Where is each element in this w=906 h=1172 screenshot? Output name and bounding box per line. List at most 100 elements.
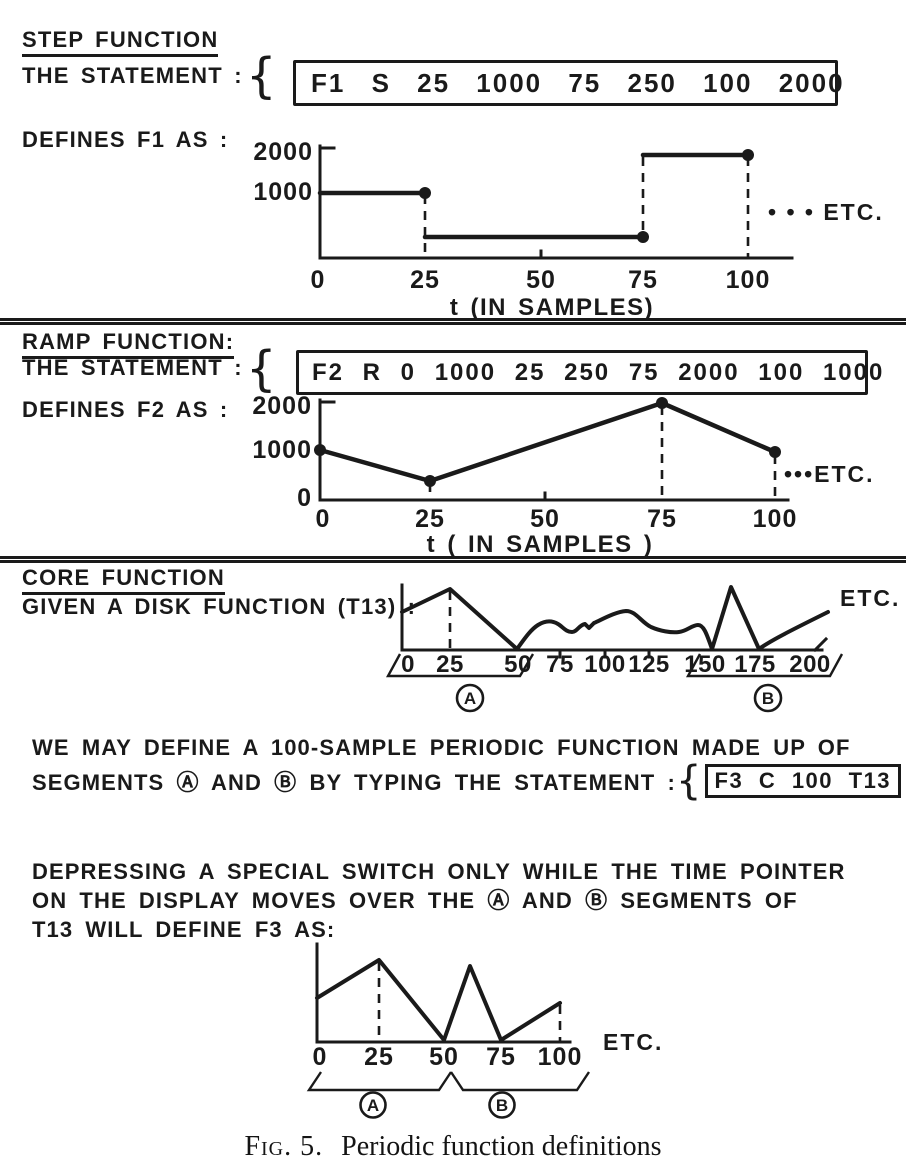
f2-dot-25 <box>424 475 436 487</box>
ramp-statement-text: F2 R 0 1000 25 250 75 2000 100 1000 <box>312 358 885 386</box>
f3-xy-axis <box>315 942 572 1044</box>
f3-xtick-0: 0 <box>313 1043 328 1071</box>
f1-xtick-75: 75 <box>628 266 658 294</box>
f1-axes <box>318 144 794 260</box>
f1-dot-75 <box>637 231 649 243</box>
step-statement-brace: { <box>246 48 277 104</box>
t13-xtick-150: 150 <box>684 651 726 678</box>
f3-bracket-b <box>450 1071 590 1092</box>
t13-etc-label: ETC. <box>840 585 900 611</box>
define-paragraph-line-2-text: SEGMENTS Ⓐ AND Ⓑ BY TYPING THE STATEMENT… <box>32 770 676 795</box>
f3-xtick-75: 75 <box>486 1043 516 1071</box>
f3-xtick-100: 100 <box>538 1043 583 1071</box>
f3-segment-brackets: A B <box>306 1071 590 1119</box>
f1-xtick-50: 50 <box>526 266 556 294</box>
core-section-title: CORE FUNCTION <box>22 565 225 595</box>
f2-xtick-100: 100 <box>753 505 798 533</box>
switch-paragraph-line-2: ON THE DISPLAY MOVES OVER THE Ⓐ AND Ⓑ SE… <box>32 888 798 913</box>
f3-bracket-a <box>306 1071 452 1092</box>
f1-xtick-25: 25 <box>410 266 440 294</box>
switch-paragraph-line-3: T13 WILL DEFINE F3 AS: <box>32 917 336 942</box>
t13-xtick-25: 25 <box>436 651 464 678</box>
f2-line <box>317 400 778 484</box>
step-section-title: STEP FUNCTION <box>22 27 219 57</box>
section-divider-2 <box>0 556 906 563</box>
t13-bracket-b <box>685 653 844 678</box>
f1-dashed-guides <box>423 157 750 258</box>
t13-segment-b-letter: B <box>762 689 774 708</box>
section-divider-1 <box>0 318 906 325</box>
define-paragraph: WE MAY DEFINE A 100-SAMPLE PERIODIC FUNC… <box>32 733 902 804</box>
step-statement-label: THE STATEMENT : <box>22 63 243 88</box>
f3-segment-a-letter: A <box>367 1096 379 1115</box>
t13-xtick-175: 175 <box>734 651 776 678</box>
t13-segment-brackets: A B <box>385 653 844 713</box>
f2-xy-axis <box>318 398 790 502</box>
f2-ramp-curve <box>314 397 781 487</box>
define-paragraph-line-2: SEGMENTS Ⓐ AND Ⓑ BY TYPING THE STATEMENT… <box>32 758 902 804</box>
core-section-title-text: CORE FUNCTION <box>22 565 225 595</box>
f2-xtick-50: 50 <box>530 505 560 533</box>
t13-bracket-a <box>385 653 535 678</box>
f3-etc-label: ETC. <box>603 1029 663 1055</box>
f1-dot-100 <box>742 149 754 161</box>
f3-segment-b-letter: B <box>496 1096 508 1115</box>
f3-segment-a-circle <box>359 1091 387 1119</box>
f3-statement-box: F3 C 100 T13 <box>704 764 902 798</box>
f1-ylabel-2000: 2000 <box>253 138 313 166</box>
f2-ramp-plot: 2000 1000 0 0 25 50 75 100 t ( IN SAMPLE… <box>252 392 872 558</box>
t13-labels: 0 25 50 75 100 125 150 175 200 ETC. <box>401 585 900 678</box>
step-section-title-text: STEP FUNCTION <box>22 27 219 57</box>
f1-xtick-0: 0 <box>311 266 326 294</box>
t13-xtick-100: 100 <box>584 651 626 678</box>
f3-xtick-50: 50 <box>429 1043 459 1071</box>
f2-dashed-guides <box>428 406 777 500</box>
f3-curve <box>315 958 562 1042</box>
t13-axis-end-hook <box>812 636 829 653</box>
t13-xtick-125: 125 <box>628 651 670 678</box>
f2-dot-100 <box>769 446 781 458</box>
f2-labels: 2000 1000 0 0 25 50 75 100 t ( IN SAMPLE… <box>252 392 872 558</box>
f2-ylabel-0: 0 <box>297 484 312 512</box>
step-statement-box: F1 S 25 1000 75 250 100 2000 <box>293 60 843 106</box>
switch-paragraph: DEPRESSING A SPECIAL SWITCH ONLY WHILE T… <box>32 857 846 944</box>
f2-xtick-75: 75 <box>647 505 677 533</box>
ramp-statement-box: F2 R 0 1000 25 250 75 2000 100 1000 <box>296 350 882 395</box>
f1-xaxis-label: t (IN SAMPLES) <box>450 294 654 321</box>
f3-xtick-25: 25 <box>364 1043 394 1071</box>
f3-labels: 0 25 50 75 100 ETC. <box>313 1029 663 1071</box>
t13-xtick-75: 75 <box>546 651 574 678</box>
t13-xy-axis <box>400 583 824 652</box>
figure-caption-text: Periodic function definitions <box>341 1131 662 1162</box>
f1-xy-axis <box>318 144 794 260</box>
f2-ylabel-1000: 1000 <box>252 436 312 464</box>
f2-dot-0 <box>314 444 326 456</box>
defines-f1-label: DEFINES F1 AS : <box>22 127 229 152</box>
t13-segment-a-letter: A <box>464 689 476 708</box>
f1-ylabel-1000: 1000 <box>253 178 313 206</box>
figure-caption-number: Fig. 5. <box>244 1131 324 1162</box>
t13-xtick-200: 200 <box>789 651 831 678</box>
ramp-section-title: RAMP FUNCTION: <box>22 329 235 359</box>
t13-waveform <box>400 585 830 651</box>
f1-dot-25 <box>419 187 431 199</box>
f2-xaxis-label: t ( IN SAMPLES ) <box>427 531 654 558</box>
f1-step-plot: 2000 1000 0 25 50 75 100 t (IN SAMPLES) … <box>253 138 884 321</box>
step-statement-text: F1 S 25 1000 75 250 100 2000 <box>311 67 845 98</box>
defines-f2-label: DEFINES F2 AS : <box>22 397 229 422</box>
f2-xtick-25: 25 <box>415 505 445 533</box>
t13-disk-function-plot: 0 25 50 75 100 125 150 175 200 ETC. A B <box>385 583 900 713</box>
ramp-statement-label: THE STATEMENT : <box>22 355 243 380</box>
t13-xtick-0: 0 <box>401 651 415 678</box>
t13-segment-b-circle <box>753 683 783 713</box>
f1-etc-label: • • • ETC. <box>768 199 884 225</box>
t13-segment-a-circle <box>455 683 485 713</box>
f2-xtick-0: 0 <box>316 505 331 533</box>
switch-paragraph-line-1: DEPRESSING A SPECIAL SWITCH ONLY WHILE T… <box>32 859 846 884</box>
f3-dashed-guides <box>377 962 562 1042</box>
ramp-section-title-text: RAMP FUNCTION: <box>22 329 235 359</box>
define-paragraph-line-1: WE MAY DEFINE A 100-SAMPLE PERIODIC FUNC… <box>32 735 851 760</box>
f3-statement-brace: { <box>675 758 703 804</box>
f1-step-curve <box>317 149 754 243</box>
